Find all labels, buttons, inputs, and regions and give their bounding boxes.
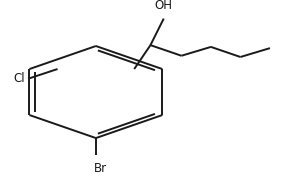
Text: OH: OH	[155, 0, 173, 12]
Text: Br: Br	[94, 162, 107, 175]
Text: Cl: Cl	[14, 72, 25, 85]
